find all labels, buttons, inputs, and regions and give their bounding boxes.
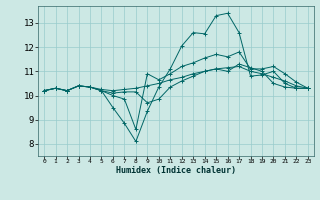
X-axis label: Humidex (Indice chaleur): Humidex (Indice chaleur) bbox=[116, 166, 236, 175]
